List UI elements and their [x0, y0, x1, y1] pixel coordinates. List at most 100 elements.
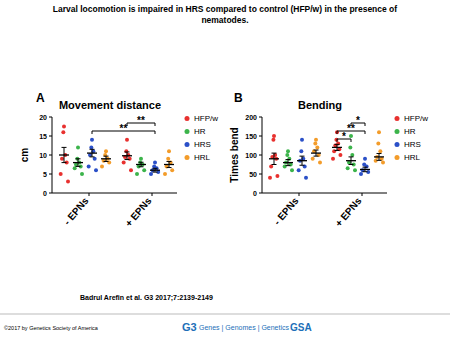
point — [73, 166, 77, 170]
y-tick-label: 20 — [39, 114, 47, 121]
y-tick-label: 50 — [249, 171, 257, 178]
legend-marker — [395, 116, 400, 121]
point — [271, 138, 275, 142]
point — [93, 157, 97, 161]
logo: Genes | Genomes | Genetics — [199, 324, 290, 332]
x-tick — [89, 193, 90, 196]
legend-marker — [185, 142, 190, 147]
y-tick-label: 5 — [43, 171, 47, 178]
point — [331, 157, 335, 161]
logo: G3 — [182, 321, 197, 333]
point — [283, 164, 287, 168]
legend-label: HFP/w — [194, 114, 218, 123]
x-axis — [52, 193, 177, 194]
error-bar — [153, 168, 158, 172]
chart-title: Movement distance — [59, 99, 161, 111]
point — [153, 161, 157, 165]
y-tick — [259, 174, 262, 175]
point — [125, 138, 129, 142]
point — [376, 142, 380, 146]
legend-marker — [395, 129, 400, 134]
point — [300, 138, 304, 142]
point — [142, 168, 146, 172]
error-bar — [335, 144, 340, 150]
legend-marker — [185, 155, 190, 160]
error-bar — [314, 150, 319, 156]
point — [170, 168, 174, 172]
y-label: cm — [19, 148, 30, 163]
point — [272, 134, 276, 138]
point — [59, 172, 63, 176]
error-bar — [377, 153, 382, 160]
point — [315, 145, 319, 149]
y-tick — [259, 136, 262, 137]
point — [299, 149, 303, 153]
point — [122, 161, 126, 165]
point — [94, 168, 98, 172]
legend-label: HRL — [404, 153, 421, 162]
y-tick — [49, 117, 52, 118]
point — [66, 180, 70, 184]
point — [149, 172, 153, 176]
y-label: Times bend — [229, 127, 240, 182]
point — [62, 125, 66, 129]
point — [314, 138, 318, 142]
plot-area — [59, 125, 175, 184]
error-bar — [62, 147, 67, 162]
error-bar — [272, 153, 277, 164]
y-tick-label: 100 — [245, 152, 257, 159]
x-tick — [299, 193, 300, 196]
point — [167, 149, 171, 153]
x-tick-label: + EPNs — [333, 195, 364, 229]
point — [129, 168, 133, 172]
y-tick-label: 150 — [245, 133, 257, 140]
point — [297, 168, 301, 172]
error-bar — [76, 159, 81, 167]
legend-label: HFP/w — [404, 114, 428, 123]
footer-rule — [0, 314, 450, 315]
point — [104, 149, 108, 153]
point — [286, 149, 290, 153]
y-tick-label: 0 — [253, 190, 257, 197]
point — [318, 161, 322, 165]
x-tick-label: - EPNs — [61, 195, 90, 227]
point — [285, 153, 289, 157]
y-tick — [259, 193, 262, 194]
point — [381, 161, 385, 165]
y-tick — [49, 136, 52, 137]
point — [76, 145, 80, 149]
chart-title: Bending — [298, 99, 342, 111]
point — [89, 145, 93, 149]
error-bar — [90, 149, 95, 157]
point — [163, 172, 167, 176]
y-tick-label: 15 — [39, 133, 47, 140]
error-bar — [125, 152, 130, 160]
y-tick — [49, 174, 52, 175]
point — [135, 172, 139, 176]
point — [87, 164, 91, 168]
title: nematodes. — [201, 15, 248, 25]
point — [128, 157, 132, 161]
x-tick-label: + EPNs — [123, 195, 154, 229]
point — [353, 168, 357, 172]
point — [313, 142, 317, 146]
y-tick-label: 10 — [39, 152, 47, 159]
chart: BBendingTimes bend050100150200- EPNs+ EP… — [229, 91, 428, 229]
point — [346, 166, 350, 170]
point — [61, 130, 65, 134]
y-tick — [49, 155, 52, 156]
sig-label: ** — [137, 115, 145, 126]
legend-marker — [395, 155, 400, 160]
sig-label: * — [356, 115, 360, 126]
legend-label: HRS — [194, 140, 211, 149]
point — [139, 157, 143, 161]
point — [311, 157, 315, 161]
copyright: ©2017 by Genetics Society of America — [4, 325, 99, 331]
legend-marker — [185, 116, 190, 121]
legend-label: HR — [404, 127, 416, 136]
x-axis — [262, 193, 387, 194]
point — [363, 157, 367, 161]
sig-label: ** — [347, 123, 355, 134]
y-tick — [259, 117, 262, 118]
legend-label: HRS — [404, 140, 421, 149]
